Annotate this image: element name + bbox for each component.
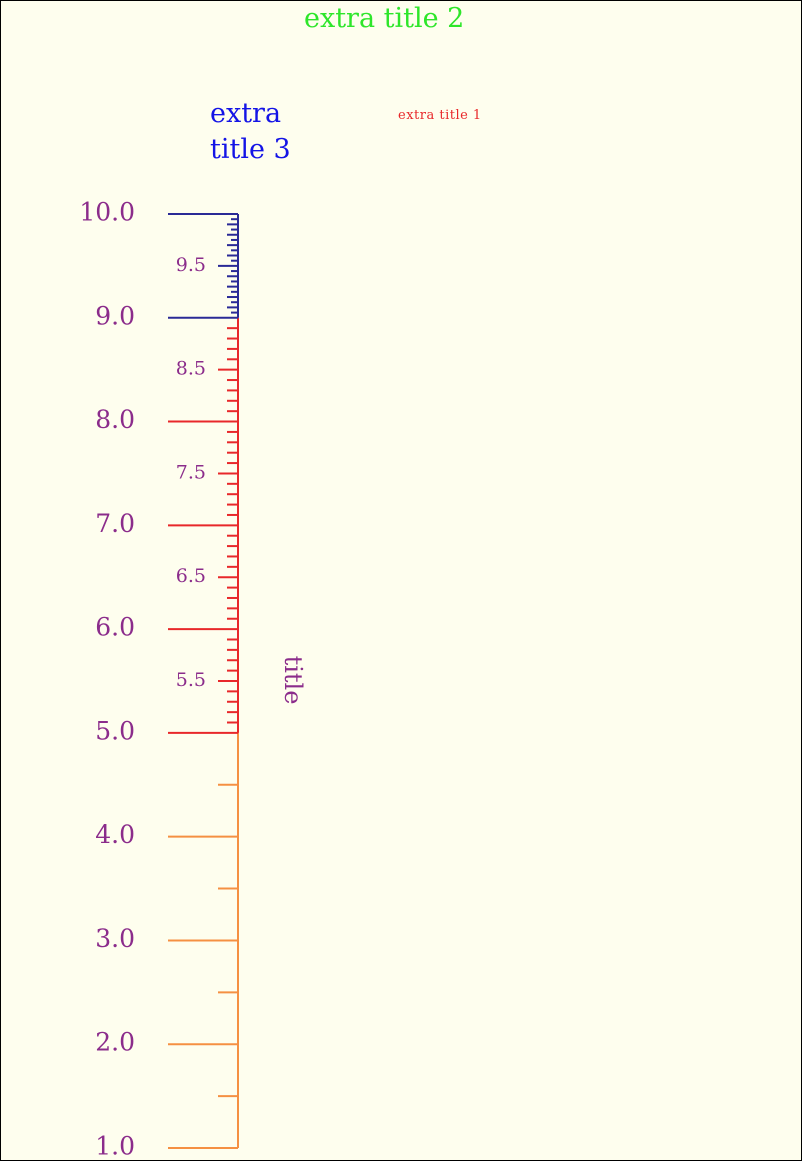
major-tick-label: 8.0	[95, 405, 135, 434]
mid-tick-label: 5.5	[176, 669, 206, 691]
extra-title-3: extra title 3	[210, 98, 291, 165]
major-tick-label: 9.0	[95, 301, 135, 330]
mid-tick-label: 7.5	[176, 461, 206, 483]
mid-tick-label: 8.5	[176, 358, 206, 380]
mid-tick-label: 9.5	[176, 254, 206, 276]
major-tick-label: 7.0	[95, 509, 135, 538]
major-tick-label: 1.0	[95, 1132, 135, 1161]
axis-title: title	[279, 655, 307, 705]
extra-title-2: extra title 2	[304, 3, 465, 34]
major-tick-label: 10.0	[79, 198, 135, 227]
major-tick-label: 2.0	[95, 1028, 135, 1057]
major-tick-label: 3.0	[95, 924, 135, 953]
major-tick-label: 4.0	[95, 820, 135, 849]
major-tick-label: 6.0	[95, 613, 135, 642]
major-tick-label: 5.0	[95, 716, 135, 745]
extra-title-1: extra title 1	[398, 108, 482, 123]
mid-tick-label: 6.5	[176, 565, 206, 587]
